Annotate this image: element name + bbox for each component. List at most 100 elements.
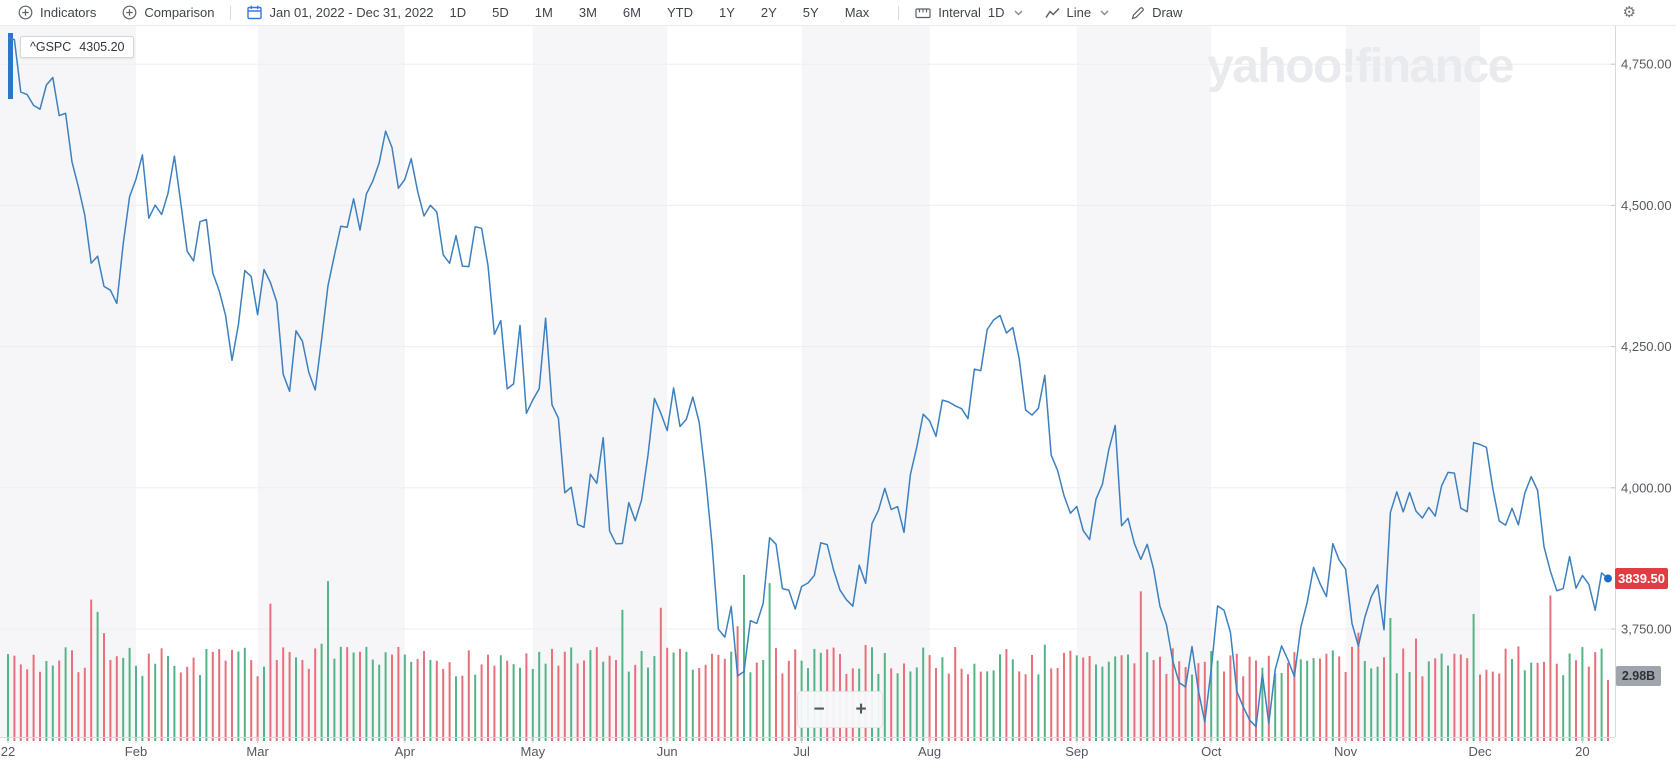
volume-bar xyxy=(32,654,35,741)
symbol-last-value: 4305.20 xyxy=(79,40,125,54)
volume-bar xyxy=(71,650,73,741)
volume-bar xyxy=(1517,646,1520,741)
volume-bar xyxy=(1338,656,1341,741)
volume-bar xyxy=(1024,674,1027,741)
month-axis-label: May xyxy=(521,744,546,759)
volume-bar xyxy=(1223,671,1225,741)
volume-bar xyxy=(122,657,125,741)
volume-bar xyxy=(218,649,221,741)
date-range-label: Jan 01, 2022 - Dec 31, 2022 xyxy=(269,5,434,20)
range-button-1m[interactable]: 1M xyxy=(534,5,553,20)
volume-bar xyxy=(295,657,297,741)
volume-bar xyxy=(499,655,502,741)
draw-button[interactable]: Draw xyxy=(1131,5,1182,20)
pencil-icon xyxy=(1131,6,1145,20)
volume-bar xyxy=(1261,667,1264,741)
interval-dropdown[interactable]: Interval 1D xyxy=(915,5,1023,20)
range-button-1d[interactable]: 1D xyxy=(449,5,467,20)
volume-bar xyxy=(455,676,457,741)
volume-bar xyxy=(384,652,387,741)
range-button-2y[interactable]: 2Y xyxy=(760,5,777,20)
volume-bar xyxy=(679,648,681,741)
indicators-button[interactable]: Indicators xyxy=(18,5,96,20)
price-axis-label: 4,000.00 xyxy=(1621,480,1672,495)
volume-bar xyxy=(320,643,323,741)
volume-bar xyxy=(1402,648,1405,741)
volume-bar xyxy=(1306,660,1309,741)
volume-bar xyxy=(7,654,9,741)
volume-bar xyxy=(1549,595,1552,741)
range-button-max[interactable]: Max xyxy=(844,5,870,20)
volume-bar xyxy=(109,659,112,741)
range-button-6m[interactable]: 6M xyxy=(622,5,641,20)
volume-bar xyxy=(493,665,496,741)
volume-bar xyxy=(1043,644,1046,741)
volume-bar xyxy=(608,655,611,741)
volume-bar xyxy=(1408,671,1411,741)
volume-bar xyxy=(595,647,598,741)
range-button-1y[interactable]: 1Y xyxy=(718,5,735,20)
date-range-picker[interactable]: Jan 01, 2022 - Dec 31, 2022 xyxy=(247,5,434,20)
volume-bar xyxy=(1082,657,1085,741)
volume-bar xyxy=(1197,663,1200,741)
volume-bar xyxy=(576,663,579,741)
comparison-button[interactable]: Comparison xyxy=(122,5,214,20)
volume-bar xyxy=(1453,653,1456,741)
volume-bars xyxy=(7,574,1609,741)
volume-bar xyxy=(403,654,406,741)
symbol-legend-chip[interactable]: ^GSPC 4305.20 xyxy=(20,36,135,58)
chart-type-dropdown[interactable]: Line xyxy=(1044,5,1110,20)
volume-bar xyxy=(890,668,893,741)
series-start-marker xyxy=(8,33,13,99)
symbol-label: ^GSPC xyxy=(30,40,72,54)
line-chart-icon xyxy=(1044,7,1060,19)
volume-bar xyxy=(1101,666,1104,741)
volume-bar xyxy=(730,651,733,741)
volume-bar xyxy=(1370,668,1373,741)
volume-bar xyxy=(1255,660,1257,741)
volume-bar xyxy=(947,673,950,741)
volume-bar xyxy=(999,654,1001,741)
month-axis-label: Apr xyxy=(395,744,416,759)
volume-bar xyxy=(1607,679,1609,741)
volume-bar xyxy=(1600,648,1603,741)
volume-bar xyxy=(781,673,784,741)
volume-bar xyxy=(1325,653,1328,741)
month-axis-label: Jul xyxy=(793,744,810,759)
volume-bar xyxy=(391,654,393,741)
volume-bar xyxy=(1389,618,1392,741)
volume-bar xyxy=(1421,676,1424,741)
price-axis-label: 4,500.00 xyxy=(1621,198,1672,213)
volume-bar xyxy=(64,647,67,741)
volume-bar xyxy=(762,660,765,741)
settings-gear-icon[interactable]: ⚙ xyxy=(1621,1,1638,23)
volume-bar xyxy=(410,661,413,741)
range-button-3m[interactable]: 3M xyxy=(578,5,597,20)
zoom-in-button[interactable]: + xyxy=(840,692,882,727)
month-axis-label: Nov xyxy=(1334,744,1358,759)
volume-bar xyxy=(237,651,240,741)
zoom-out-button[interactable]: − xyxy=(798,692,840,727)
volume-bar xyxy=(1159,656,1161,741)
range-button-5y[interactable]: 5Y xyxy=(802,5,819,20)
volume-bar xyxy=(602,661,605,741)
volume-bar xyxy=(442,668,445,741)
volume-bar xyxy=(1203,661,1206,741)
volume-bar xyxy=(749,672,752,741)
volume-bar xyxy=(19,664,22,741)
range-button-ytd[interactable]: YTD xyxy=(666,5,693,20)
volume-bar xyxy=(653,656,656,741)
range-button-5d[interactable]: 5D xyxy=(492,5,509,20)
month-axis-label: Mar xyxy=(246,744,269,759)
volume-bar xyxy=(986,671,989,741)
volume-bar xyxy=(909,671,912,741)
volume-bar xyxy=(45,661,48,741)
volume-bar xyxy=(1504,648,1507,741)
volume-bar xyxy=(51,665,54,741)
volume-bar xyxy=(1095,664,1097,741)
volume-bar xyxy=(263,666,265,741)
volume-bar xyxy=(333,658,336,741)
volume-bar xyxy=(160,648,163,741)
volume-bar xyxy=(301,660,304,741)
